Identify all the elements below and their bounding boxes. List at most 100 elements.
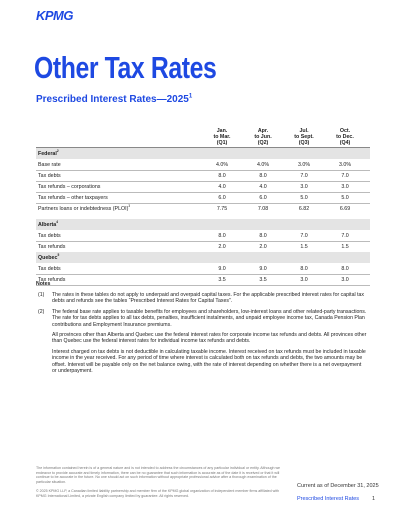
cell-value: 4.0%	[256, 161, 270, 168]
cell-value: 6.69	[339, 205, 351, 212]
page-number: 1	[372, 496, 376, 502]
footnote-ref: 4	[56, 219, 59, 224]
note-marker: (2)	[38, 309, 45, 315]
rule	[36, 147, 370, 148]
column-header: to Jun.	[254, 134, 272, 140]
title: Other Tax Rates	[34, 50, 217, 85]
footnote-ref: 3	[128, 203, 131, 208]
row-rule	[36, 192, 370, 193]
cell-value: 5.0	[341, 194, 349, 201]
current-date: Current as of December 31, 2025	[297, 483, 379, 489]
cell-value: 6.0	[259, 194, 267, 201]
row-rule	[36, 181, 370, 182]
column-header: (Q2)	[257, 140, 269, 146]
cell-value: 7.0	[341, 232, 349, 239]
section-name: Alberta	[38, 221, 57, 228]
cell-value: 7.08	[257, 205, 269, 212]
cell-value: 1.5	[300, 243, 308, 250]
row-label: Tax refunds – corporations	[38, 184, 188, 190]
cell-value: 2.0	[218, 243, 226, 250]
row-label: Tax refunds	[38, 277, 188, 283]
section-band	[36, 252, 370, 263]
row-label-text: Base rate	[38, 161, 61, 168]
section-header: Federal2	[38, 148, 59, 157]
cell-value: 3.5	[218, 276, 226, 283]
row-label: Tax refunds	[38, 244, 188, 250]
cell-value: 3.5	[259, 276, 267, 283]
row-label-text: Tax refunds – other taxpayers	[38, 194, 108, 201]
column-header: (Q4)	[339, 140, 351, 146]
section-name: Quebec	[38, 254, 58, 261]
subtitle-text: Prescribed Interest Rates—2025	[36, 94, 189, 105]
note-text: Interest charged on tax debts is not ded…	[52, 349, 366, 375]
cell-value: 3.0	[341, 276, 349, 283]
row-label: Base rate	[38, 162, 188, 168]
row-label-text: Tax debts	[38, 265, 61, 272]
row-rule	[36, 285, 370, 286]
note-text: The federal base rate applies to taxable…	[52, 309, 367, 328]
logo: KPMG	[36, 8, 74, 23]
disclaimer: The information contained herein is of a…	[36, 466, 281, 484]
subtitle: Prescribed Interest Rates—20251	[36, 94, 192, 105]
row-label: Tax debts	[38, 266, 188, 272]
copyright: © 2025 KPMG LLP, a Canadian limited liab…	[36, 489, 280, 498]
column-header: Jul.	[299, 128, 309, 134]
column-header: (Q1)	[216, 140, 228, 146]
note-text: All provinces other than Alberta and Que…	[52, 332, 367, 345]
note-text: The rates in these tables do not apply t…	[52, 292, 365, 305]
cell-value: 7.0	[341, 172, 349, 179]
cell-value: 1.5	[341, 243, 349, 250]
row-rule	[36, 203, 370, 204]
row-label: Tax refunds – other taxpayers	[38, 195, 188, 201]
cell-value: 4.0%	[215, 161, 229, 168]
row-label: Partners loans or indebtedness (PLOI)3	[38, 203, 138, 212]
cell-value: 8.0	[259, 232, 267, 239]
cell-value: 8.0	[341, 265, 349, 272]
cell-value: 2.0	[259, 243, 267, 250]
row-label-text: Tax debts	[38, 172, 61, 179]
row-rule	[36, 170, 370, 171]
page-title: Prescribed Interest Rates	[297, 496, 360, 502]
column-header: to Sept.	[294, 134, 314, 140]
cell-value: 9.0	[259, 265, 267, 272]
cell-value: 8.0	[300, 265, 308, 272]
footnote-ref: 5	[57, 252, 60, 257]
footnote-ref: 2	[56, 148, 59, 153]
section-band	[36, 219, 370, 230]
row-rule	[36, 241, 370, 242]
cell-value: 8.0	[218, 172, 226, 179]
section-name: Federal	[38, 150, 57, 157]
column-header: (Q3)	[298, 140, 310, 146]
row-label-text: Partners loans or indebtedness (PLOI)	[38, 205, 129, 212]
column-header: to Dec.	[336, 134, 354, 140]
cell-value: 9.0	[218, 265, 226, 272]
cell-value: 6.0	[218, 194, 226, 201]
row-label-text: Tax refunds	[38, 243, 66, 250]
cell-value: 3.0	[300, 183, 308, 190]
row-label-text: Tax refunds – corporations	[38, 183, 101, 190]
row-label-text: Tax refunds	[38, 276, 66, 283]
cell-value: 3.0%	[338, 161, 352, 168]
row-label: Tax debts	[38, 173, 188, 179]
section-header: Alberta4	[38, 219, 59, 228]
cell-value: 7.0	[300, 232, 308, 239]
footnote-ref: 1	[188, 93, 193, 100]
notes-heading: Notes	[36, 281, 51, 287]
section-header: Quebec5	[38, 252, 60, 261]
cell-value: 3.0	[300, 276, 308, 283]
cell-value: 6.82	[298, 205, 310, 212]
cell-value: 8.0	[259, 172, 267, 179]
column-header: to Mar.	[213, 134, 231, 140]
cell-value: 3.0	[341, 183, 349, 190]
cell-value: 4.0	[218, 183, 226, 190]
section-band	[36, 148, 370, 159]
note-marker: (1)	[38, 292, 45, 298]
cell-value: 5.0	[300, 194, 308, 201]
row-rule	[36, 274, 370, 275]
column-header: Oct.	[339, 128, 351, 134]
row-label: Tax debts	[38, 233, 188, 239]
cell-value: 8.0	[218, 232, 226, 239]
cell-value: 7.75	[216, 205, 228, 212]
cell-value: 7.0	[300, 172, 308, 179]
cell-value: 4.0	[259, 183, 267, 190]
